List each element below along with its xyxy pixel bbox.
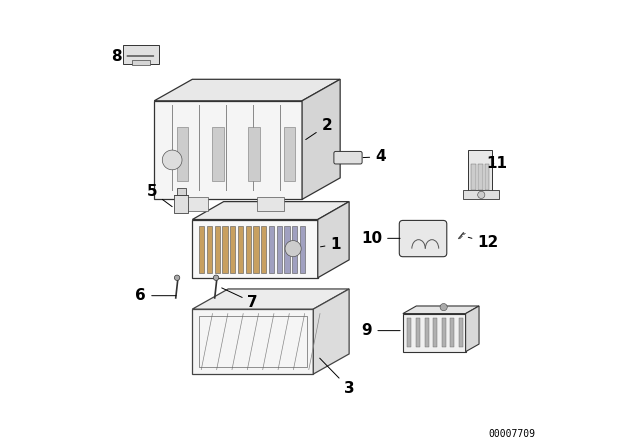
Circle shape (440, 304, 447, 311)
Bar (284, 226, 290, 273)
Bar (300, 226, 305, 273)
Bar (442, 318, 445, 347)
Bar (246, 226, 251, 273)
Bar (199, 316, 307, 367)
Polygon shape (192, 220, 317, 278)
Bar (292, 226, 298, 273)
Circle shape (163, 150, 182, 170)
Text: 8: 8 (111, 48, 154, 64)
Polygon shape (314, 289, 349, 374)
Bar (416, 318, 420, 347)
Text: 11: 11 (486, 156, 507, 171)
Bar (451, 318, 454, 347)
FancyBboxPatch shape (399, 220, 447, 257)
Bar (253, 226, 259, 273)
Bar (177, 127, 188, 181)
Bar (212, 127, 224, 181)
Bar (257, 197, 284, 211)
Text: 10: 10 (361, 231, 400, 246)
Text: 00007709: 00007709 (488, 429, 535, 439)
Bar (463, 190, 499, 199)
Text: 9: 9 (362, 323, 400, 338)
Bar (403, 314, 466, 352)
Bar (238, 226, 243, 273)
Bar (230, 226, 236, 273)
Polygon shape (154, 101, 302, 199)
Bar (177, 188, 186, 195)
Polygon shape (317, 202, 349, 278)
Polygon shape (302, 79, 340, 199)
Polygon shape (192, 202, 349, 220)
Circle shape (477, 191, 485, 198)
Bar (174, 195, 188, 213)
Circle shape (175, 275, 180, 280)
Bar (433, 318, 437, 347)
Bar (199, 226, 204, 273)
Text: 5: 5 (147, 184, 172, 207)
Text: 7: 7 (221, 288, 258, 310)
Bar (261, 226, 266, 273)
Bar (468, 150, 493, 193)
Text: 2: 2 (306, 118, 332, 140)
Polygon shape (192, 289, 349, 309)
Text: 4: 4 (363, 149, 386, 164)
Bar (132, 60, 150, 65)
Text: 6: 6 (136, 288, 176, 303)
Bar (408, 318, 412, 347)
Text: 12: 12 (468, 235, 499, 250)
Polygon shape (154, 79, 340, 101)
Circle shape (213, 275, 219, 280)
Bar (269, 226, 274, 273)
Bar (248, 127, 260, 181)
Bar (214, 226, 220, 273)
Bar (478, 164, 483, 190)
Polygon shape (403, 306, 479, 314)
Bar (485, 164, 490, 190)
Circle shape (285, 241, 301, 257)
Polygon shape (192, 309, 314, 374)
Bar (459, 318, 463, 347)
Bar (472, 164, 476, 190)
Bar (222, 226, 228, 273)
Bar (424, 318, 429, 347)
Bar (207, 226, 212, 273)
FancyBboxPatch shape (123, 45, 159, 64)
Text: 3: 3 (320, 358, 355, 396)
Bar (284, 127, 296, 181)
FancyBboxPatch shape (334, 151, 362, 164)
Bar (276, 226, 282, 273)
Text: 1: 1 (321, 237, 341, 252)
Bar (181, 197, 208, 211)
Polygon shape (466, 306, 479, 352)
